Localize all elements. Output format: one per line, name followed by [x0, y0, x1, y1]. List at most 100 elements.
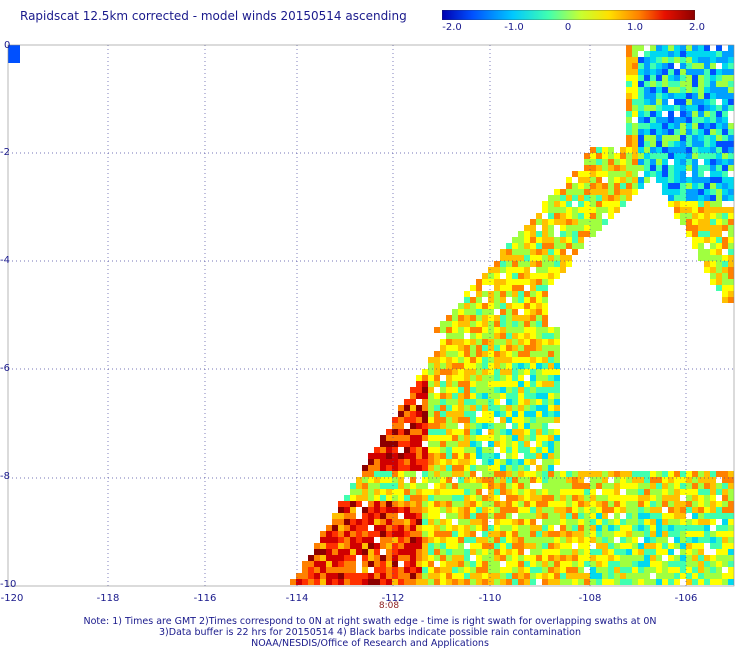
wind-cell [518, 375, 524, 381]
wind-cell [332, 573, 338, 579]
wind-cell [512, 387, 518, 393]
wind-cell [452, 447, 458, 453]
wind-cell [572, 501, 578, 507]
wind-cell [344, 501, 350, 507]
wind-cell [506, 285, 512, 291]
wind-cell [638, 507, 644, 513]
wind-cell [518, 339, 524, 345]
wind-cell [650, 567, 656, 573]
wind-cell [530, 363, 536, 369]
wind-cell [548, 243, 554, 249]
wind-cell [530, 321, 536, 327]
wind-cell [566, 213, 572, 219]
wind-cell [710, 57, 716, 63]
wind-cell [656, 45, 662, 51]
wind-cell [356, 501, 362, 507]
wind-cell [536, 417, 542, 423]
wind-cell [428, 363, 434, 369]
wind-cell [710, 501, 716, 507]
wind-cell [476, 483, 482, 489]
wind-cell [608, 561, 614, 567]
wind-cell [674, 51, 680, 57]
wind-cell [728, 549, 734, 555]
wind-cell [596, 543, 602, 549]
wind-cell [308, 573, 314, 579]
wind-cell [458, 477, 464, 483]
wind-cell [722, 471, 728, 477]
wind-cell [590, 213, 596, 219]
wind-cell [596, 171, 602, 177]
wind-cell [470, 393, 476, 399]
wind-cell [512, 363, 518, 369]
wind-cell [566, 189, 572, 195]
wind-cell [596, 579, 602, 585]
wind-cell [404, 417, 410, 423]
wind-cell [626, 135, 632, 141]
wind-cell [662, 141, 668, 147]
wind-cell [446, 381, 452, 387]
wind-cell [506, 345, 512, 351]
wind-cell [524, 459, 530, 465]
wind-cell [632, 153, 638, 159]
wind-cell [716, 195, 722, 201]
wind-cell [626, 105, 632, 111]
wind-cell [518, 351, 524, 357]
wind-cell [614, 549, 620, 555]
wind-cell [686, 471, 692, 477]
wind-cell [362, 525, 368, 531]
wind-cell [686, 573, 692, 579]
wind-cell [680, 219, 686, 225]
wind-cell [656, 543, 662, 549]
wind-cell [482, 477, 488, 483]
wind-cell [464, 465, 470, 471]
wind-cell [410, 441, 416, 447]
wind-cell [710, 237, 716, 243]
wind-cell [602, 477, 608, 483]
wind-cell [614, 201, 620, 207]
wind-cell [650, 147, 656, 153]
wind-cell [698, 555, 704, 561]
wind-cell [512, 279, 518, 285]
wind-cell [638, 57, 644, 63]
wind-cell [632, 141, 638, 147]
wind-cell [692, 225, 698, 231]
wind-cell [344, 555, 350, 561]
wind-cell [506, 411, 512, 417]
wind-cell [506, 525, 512, 531]
wind-cell [398, 573, 404, 579]
wind-cell [548, 573, 554, 579]
wind-cell [662, 153, 668, 159]
wind-cell [560, 489, 566, 495]
wind-cell [440, 537, 446, 543]
wind-cell [656, 141, 662, 147]
wind-cell [500, 417, 506, 423]
wind-cell [524, 267, 530, 273]
wind-cell [446, 429, 452, 435]
wind-cell [692, 501, 698, 507]
wind-cell [566, 471, 572, 477]
wind-cell [458, 459, 464, 465]
x-tick-label: -116 [193, 593, 217, 604]
colorbar [442, 10, 695, 20]
wind-cell [470, 477, 476, 483]
wind-cell [458, 543, 464, 549]
wind-cell [572, 579, 578, 585]
wind-cell [650, 519, 656, 525]
wind-cell [584, 165, 590, 171]
wind-cell [614, 513, 620, 519]
wind-cell [680, 183, 686, 189]
wind-cell [662, 579, 668, 585]
wind-cell [728, 477, 734, 483]
wind-cell [680, 471, 686, 477]
wind-cell [476, 543, 482, 549]
wind-cell [530, 297, 536, 303]
wind-cell [716, 177, 722, 183]
wind-cell [362, 471, 368, 477]
wind-cell [428, 393, 434, 399]
wind-cell [482, 279, 488, 285]
wind-cell [560, 189, 566, 195]
wind-cell [482, 423, 488, 429]
swath-time-label: 8:08 [378, 601, 400, 611]
wind-cell [302, 573, 308, 579]
wind-cell [686, 201, 692, 207]
